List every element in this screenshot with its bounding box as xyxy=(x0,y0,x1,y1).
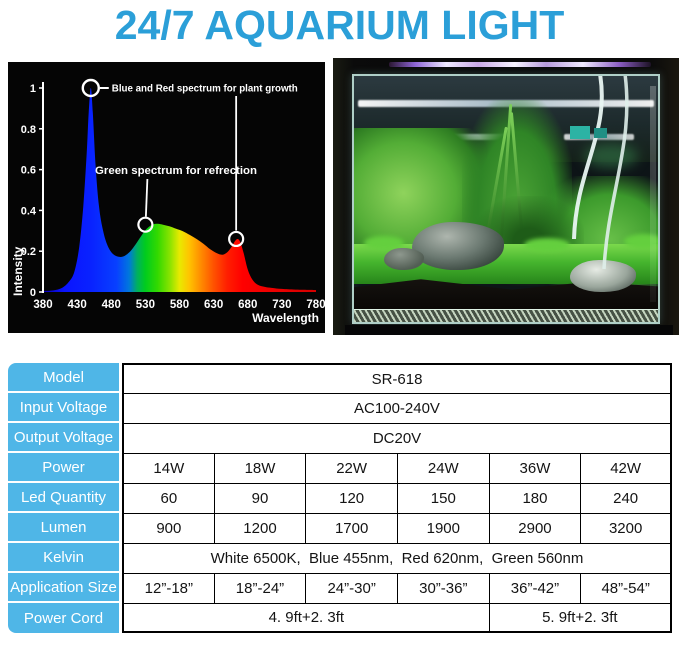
svg-text:380: 380 xyxy=(33,299,52,311)
spec-value: AC100-240V xyxy=(122,393,672,423)
row-label: Lumen xyxy=(8,513,122,543)
spec-value: 60 xyxy=(122,483,214,513)
spec-value: 2900 xyxy=(488,513,581,543)
row-label: Input Voltage xyxy=(8,393,122,423)
spec-value: SR-618 xyxy=(122,363,672,393)
plant-tuft xyxy=(364,236,404,250)
svg-text:630: 630 xyxy=(204,299,223,311)
spec-value: 120 xyxy=(305,483,397,513)
table-row: Power 14W 18W 22W 24W 36W 42W xyxy=(8,453,672,483)
table-row: Lumen 900 1200 1700 1900 2900 3200 xyxy=(8,513,672,543)
table-row: Output Voltage DC20V xyxy=(8,423,672,453)
spec-value: 1700 xyxy=(305,513,397,543)
spec-value: 900 xyxy=(122,513,214,543)
svg-text:0.6: 0.6 xyxy=(21,165,36,177)
spec-value: White 6500K, Blue 455nm, Red 620nm, Gree… xyxy=(122,543,672,573)
spec-value: 12”-18” xyxy=(122,573,214,603)
led-light-fixture xyxy=(389,62,651,67)
row-label: Application Size xyxy=(8,573,122,603)
tank-bottom-frame xyxy=(354,309,658,322)
svg-text:1: 1 xyxy=(30,83,36,95)
tank-base xyxy=(345,325,673,335)
page-title: 24/7 AQUARIUM LIGHT xyxy=(114,2,565,48)
fish-tank xyxy=(352,74,660,324)
svg-text:Blue and Red spectrum for plan: Blue and Red spectrum for plant growth xyxy=(112,84,298,95)
rock xyxy=(384,248,424,270)
spec-value: 150 xyxy=(396,483,489,513)
spec-value: 18W xyxy=(213,453,306,483)
svg-text:Intensity: Intensity xyxy=(11,246,25,296)
filter-clip xyxy=(570,126,590,139)
spec-value: 1900 xyxy=(396,513,489,543)
spec-value: 36”-42” xyxy=(488,573,581,603)
spec-table: Model SR-618 Input Voltage AC100-240V Output… xyxy=(8,363,672,633)
svg-text:530: 530 xyxy=(136,299,155,311)
plant-tuft xyxy=(624,234,658,249)
spec-value: 30”-36” xyxy=(396,573,489,603)
spectrum-chart-svg: 0 0.2 0.4 0.6 0.8 1 380 430 480 530 580 630 680 730 78… xyxy=(11,78,325,325)
plant-tuft xyxy=(524,238,570,252)
spec-value: 3200 xyxy=(580,513,672,543)
table-row: Kelvin White 6500K, Blue 455nm, Red 620nm… xyxy=(8,543,672,573)
row-label: Model xyxy=(8,363,122,393)
spec-value: 5. 9ft+2. 3ft xyxy=(488,603,672,633)
svg-text:0: 0 xyxy=(30,287,36,299)
glass-reflection xyxy=(650,86,656,302)
row-label: Power Cord xyxy=(8,603,122,633)
spec-value: DC20V xyxy=(122,423,672,453)
table-row: Model SR-618 xyxy=(8,363,672,393)
svg-text:0.2: 0.2 xyxy=(21,246,36,258)
svg-text:680: 680 xyxy=(238,299,257,311)
table-row: Input Voltage AC100-240V xyxy=(8,393,672,423)
hose-tubes xyxy=(570,76,629,270)
row-label: Kelvin xyxy=(8,543,122,573)
svg-text:Wavelength: Wavelength xyxy=(252,311,319,325)
spec-value: 180 xyxy=(488,483,581,513)
spec-value: 4. 9ft+2. 3ft xyxy=(122,603,489,633)
table-row: Application Size 12”-18” 18”-24” 24”-30” 30”… xyxy=(8,573,672,603)
spec-value: 240 xyxy=(580,483,672,513)
svg-text:Green spectrum for refrection: Green spectrum for refrection xyxy=(95,165,257,177)
rock xyxy=(412,222,504,270)
svg-text:580: 580 xyxy=(170,299,189,311)
row-label: Power xyxy=(8,453,122,483)
spec-value: 48”-54” xyxy=(580,573,672,603)
spec-value: 36W xyxy=(488,453,581,483)
table-row: Led Quantity 60 90 120 150 180 240 xyxy=(8,483,672,513)
svg-text:480: 480 xyxy=(102,299,121,311)
spectrum-chart: 0 0.2 0.4 0.6 0.8 1 380 430 480 530 580 630 680 730 78… xyxy=(8,62,325,333)
spec-table-section: Model SR-618 Input Voltage AC100-240V Output… xyxy=(8,363,672,633)
spec-value: 1200 xyxy=(213,513,306,543)
spec-value: 18”-24” xyxy=(213,573,306,603)
svg-text:780: 780 xyxy=(306,299,325,311)
spec-value: 22W xyxy=(305,453,397,483)
spec-value: 24W xyxy=(396,453,489,483)
row-label: Led Quantity xyxy=(8,483,122,513)
hero-row: 0 0.2 0.4 0.6 0.8 1 380 430 480 530 580 630 680 730 78… xyxy=(8,58,679,336)
svg-text:730: 730 xyxy=(272,299,291,311)
spec-value: 42W xyxy=(580,453,672,483)
aquarium-photo xyxy=(333,58,679,335)
svg-text:430: 430 xyxy=(68,299,87,311)
spec-value: 14W xyxy=(122,453,214,483)
svg-text:0.4: 0.4 xyxy=(21,205,37,217)
row-label: Output Voltage xyxy=(8,423,122,453)
filter-clip xyxy=(594,128,607,138)
spec-value: 90 xyxy=(213,483,306,513)
svg-text:0.8: 0.8 xyxy=(21,124,36,136)
table-row: Power Cord 4. 9ft+2. 3ft 5. 9ft+2. 3ft xyxy=(8,603,672,633)
spec-table-body: Model SR-618 Input Voltage AC100-240V Output… xyxy=(8,363,672,633)
spec-value: 24”-30” xyxy=(305,573,397,603)
